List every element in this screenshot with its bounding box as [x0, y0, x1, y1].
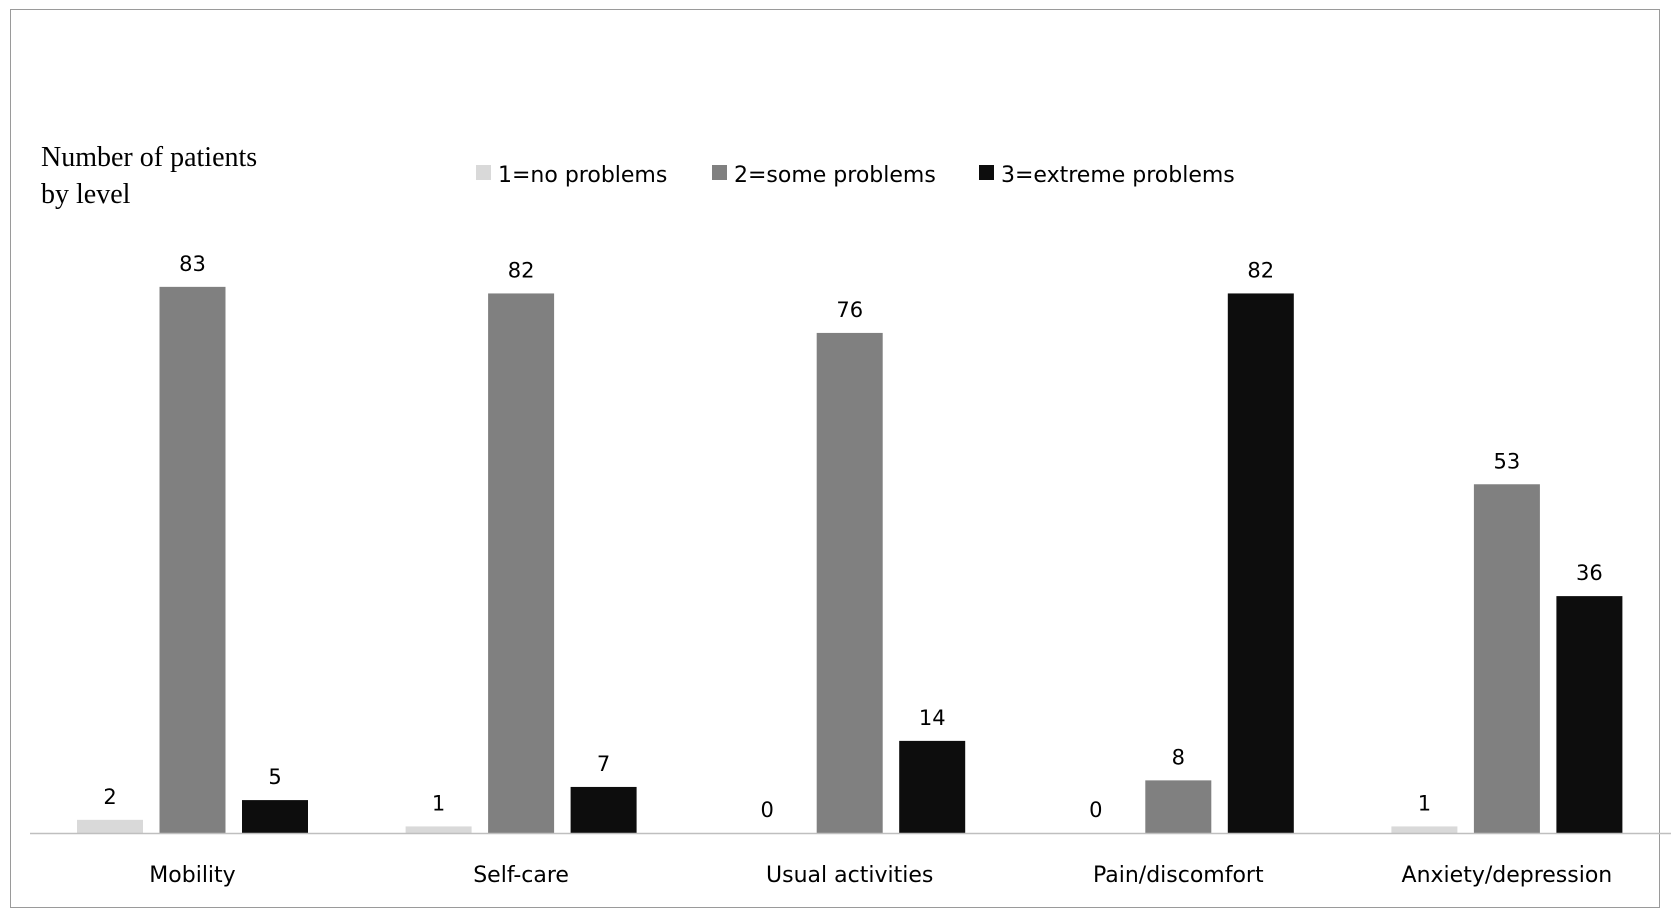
- category-label: Anxiety/depression: [1402, 863, 1613, 888]
- category-label: Usual activities: [766, 863, 933, 888]
- data-label: 7: [597, 752, 610, 776]
- bar-anxiety-depression-series-3: [1556, 596, 1623, 833]
- data-label: 0: [1089, 798, 1102, 822]
- y-axis-title-line-2: by level: [41, 179, 131, 210]
- bar-pain-discomfort-series-3: [1227, 293, 1294, 833]
- legend-swatch-2: [712, 165, 727, 180]
- legend-swatch-1: [476, 165, 491, 180]
- data-label: 83: [179, 252, 206, 276]
- y-axis-title: Number of patients by level: [41, 142, 257, 210]
- bar-anxiety-depression-series-2: [1473, 484, 1540, 833]
- data-label: 14: [919, 706, 946, 730]
- data-label: 82: [1247, 258, 1274, 282]
- data-label: 1: [432, 791, 445, 815]
- bar-self-care-series-1: [405, 826, 472, 833]
- bar-usual-activities-series-3: [899, 740, 966, 833]
- bar-mobility-series-2: [159, 286, 226, 833]
- data-label: 53: [1494, 449, 1521, 473]
- bar-mobility-series-3: [242, 800, 308, 833]
- data-label: 2: [103, 785, 116, 809]
- bars: [77, 286, 1623, 833]
- data-label: 8: [1172, 745, 1185, 769]
- data-label: 5: [268, 765, 281, 789]
- data-label: 76: [836, 298, 863, 322]
- bar-pain-discomfort-series-2: [1145, 780, 1212, 833]
- legend-label-3: 3=extreme problems: [1001, 163, 1235, 188]
- category-labels: Mobility Self-care Usual activities Pain/di…: [149, 863, 1612, 888]
- data-label: 1: [1418, 791, 1431, 815]
- bar-self-care-series-2: [488, 293, 555, 833]
- legend: 1=no problems 2=some problems 3=extreme pr…: [476, 163, 1235, 188]
- data-label: 0: [761, 798, 774, 822]
- bar-anxiety-depression-series-1: [1391, 826, 1458, 833]
- category-label: Mobility: [149, 863, 235, 888]
- data-labels: 2 83 5 1 82 7 0 76 14 0 8 82 1 53 36: [103, 252, 1602, 822]
- bar-self-care-series-3: [570, 786, 637, 833]
- category-label: Self-care: [473, 863, 569, 888]
- legend-label-1: 1=no problems: [498, 163, 667, 188]
- y-axis-title-line-1: Number of patients: [41, 142, 257, 173]
- bar-mobility-series-1: [77, 819, 143, 833]
- data-label: 36: [1576, 561, 1603, 585]
- legend-label-2: 2=some problems: [734, 163, 936, 188]
- legend-swatch-3: [979, 165, 994, 180]
- bar-usual-activities-series-2: [816, 332, 883, 833]
- category-label: Pain/discomfort: [1093, 863, 1264, 888]
- data-label: 82: [508, 258, 535, 282]
